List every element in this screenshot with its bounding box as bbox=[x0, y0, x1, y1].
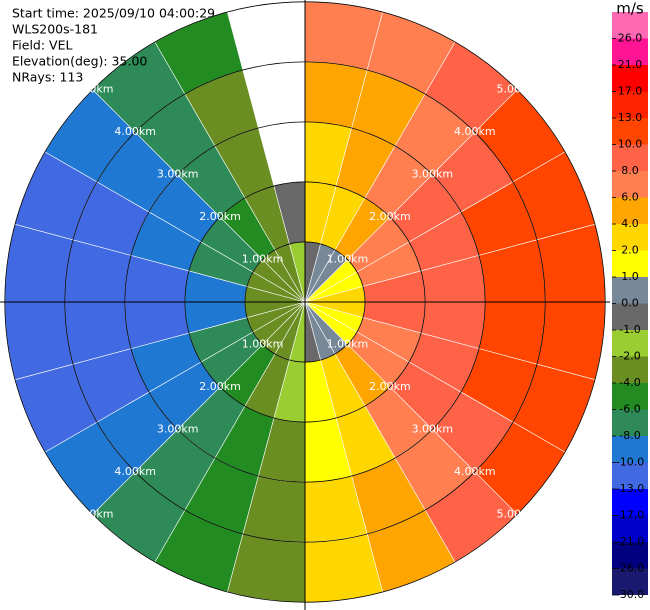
range-ring-label: 1.00km bbox=[327, 253, 369, 266]
colorbar-band bbox=[612, 568, 648, 595]
colorbar-tick-label: 2.0 bbox=[621, 244, 639, 257]
range-ring-label: 4.00km bbox=[454, 465, 496, 478]
colorbar-band bbox=[612, 197, 648, 224]
colorbar-band bbox=[612, 12, 648, 39]
colorbar-band bbox=[612, 144, 648, 171]
colorbar-band bbox=[612, 330, 648, 357]
range-ring-label: 2.00km bbox=[199, 210, 241, 223]
colorbar-band bbox=[612, 91, 648, 118]
header-line: NRays: 113 bbox=[12, 70, 83, 85]
range-ring bbox=[244, 241, 366, 363]
range-ring-label: 5.00km bbox=[496, 83, 538, 96]
range-ring-label: 1.00km bbox=[327, 337, 369, 350]
header-line: WLS200s-181 bbox=[12, 22, 98, 37]
range-ring-label: 5.00km bbox=[72, 507, 114, 520]
colorbar-band bbox=[612, 462, 648, 489]
range-ring-label: 4.00km bbox=[114, 125, 156, 138]
range-ring-label: 4.00km bbox=[114, 465, 156, 478]
colorbar-tick-label: -6.0 bbox=[619, 403, 640, 416]
range-ring-label: 3.00km bbox=[157, 168, 199, 181]
header-line: Start time: 2025/09/10 04:00:29 bbox=[12, 6, 215, 21]
colorbar-band bbox=[612, 436, 648, 463]
colorbar-tick-label: 4.0 bbox=[621, 217, 639, 230]
range-ring-label: 3.00km bbox=[412, 168, 454, 181]
colorbar-band bbox=[612, 303, 648, 330]
colorbar-tick-label: -30.0 bbox=[616, 588, 644, 601]
colorbar-tick-label: 1.0 bbox=[621, 270, 639, 283]
colorbar-band bbox=[612, 356, 648, 383]
colorbar-tick-label: -1.0 bbox=[619, 323, 640, 336]
ppi-plot: 1.00km 1.00km 1.00km 1.00km 2.00km 2.00km 2.00… bbox=[0, 0, 610, 610]
colorbar-tick-label: 26.0 bbox=[618, 32, 643, 45]
range-ring-label: 1.00km bbox=[242, 337, 284, 350]
range-ring bbox=[184, 181, 426, 423]
colorbar-tick-label: -13.0 bbox=[616, 482, 644, 495]
colorbar-band bbox=[612, 542, 648, 569]
range-ring-label: 2.00km bbox=[199, 380, 241, 393]
header-line: Elevation(deg): 35.00 bbox=[12, 54, 147, 69]
range-ring-label: 1.00km bbox=[242, 253, 284, 266]
range-ring-label: 5.00km bbox=[72, 83, 114, 96]
colorbar-tick-label: -4.0 bbox=[619, 376, 640, 389]
colorbar-band bbox=[612, 489, 648, 516]
colorbar-band bbox=[612, 409, 648, 436]
colorbar-tick-label: -2.0 bbox=[619, 350, 640, 363]
colorbar: -30.0 -26.0 -21.0 -17.0 -13.0 -10.0 -8.0 -6.0 -4… bbox=[612, 0, 648, 601]
range-ring bbox=[64, 61, 546, 543]
colorbar-tick-label: 10.0 bbox=[618, 138, 643, 151]
colorbar-tick-label: -17.0 bbox=[616, 509, 644, 522]
header-line: Field: VEL bbox=[12, 38, 72, 53]
colorbar-band bbox=[612, 171, 648, 198]
colorbar-band bbox=[612, 65, 648, 92]
colorbar-tick-label: 13.0 bbox=[618, 111, 643, 124]
colorbar-tick-label: 0.0 bbox=[621, 297, 639, 310]
colorbar-tick-label: -8.0 bbox=[619, 429, 640, 442]
colorbar-band bbox=[612, 224, 648, 251]
colorbar-band bbox=[612, 250, 648, 277]
colorbar-band bbox=[612, 118, 648, 145]
colorbar-band bbox=[612, 38, 648, 65]
range-ring-label: 2.00km bbox=[369, 210, 411, 223]
colorbar-band bbox=[612, 383, 648, 410]
range-ring-label: 2.00km bbox=[369, 380, 411, 393]
range-ring-label: 3.00km bbox=[412, 422, 454, 435]
header: Start time: 2025/09/10 04:00:29WLS200s-1… bbox=[12, 6, 215, 85]
colorbar-tick-label: -26.0 bbox=[616, 562, 644, 575]
colorbar-tick-label: 21.0 bbox=[618, 58, 643, 71]
range-ring bbox=[124, 121, 486, 483]
colorbar-band bbox=[612, 515, 648, 542]
colorbar-tick-label: -10.0 bbox=[616, 456, 644, 469]
colorbar-tick-label: 6.0 bbox=[621, 191, 639, 204]
colorbar-tick-label: -21.0 bbox=[616, 535, 644, 548]
colorbar-tick-label: 17.0 bbox=[618, 85, 643, 98]
colorbar-label: m/s bbox=[616, 0, 644, 18]
range-ring bbox=[4, 1, 606, 603]
range-ring-label: 3.00km bbox=[157, 422, 199, 435]
range-ring-label: 4.00km bbox=[454, 125, 496, 138]
range-ring-label: 5.00km bbox=[496, 507, 538, 520]
colorbar-band bbox=[612, 277, 648, 304]
colorbar-tick-label: 8.0 bbox=[621, 164, 639, 177]
